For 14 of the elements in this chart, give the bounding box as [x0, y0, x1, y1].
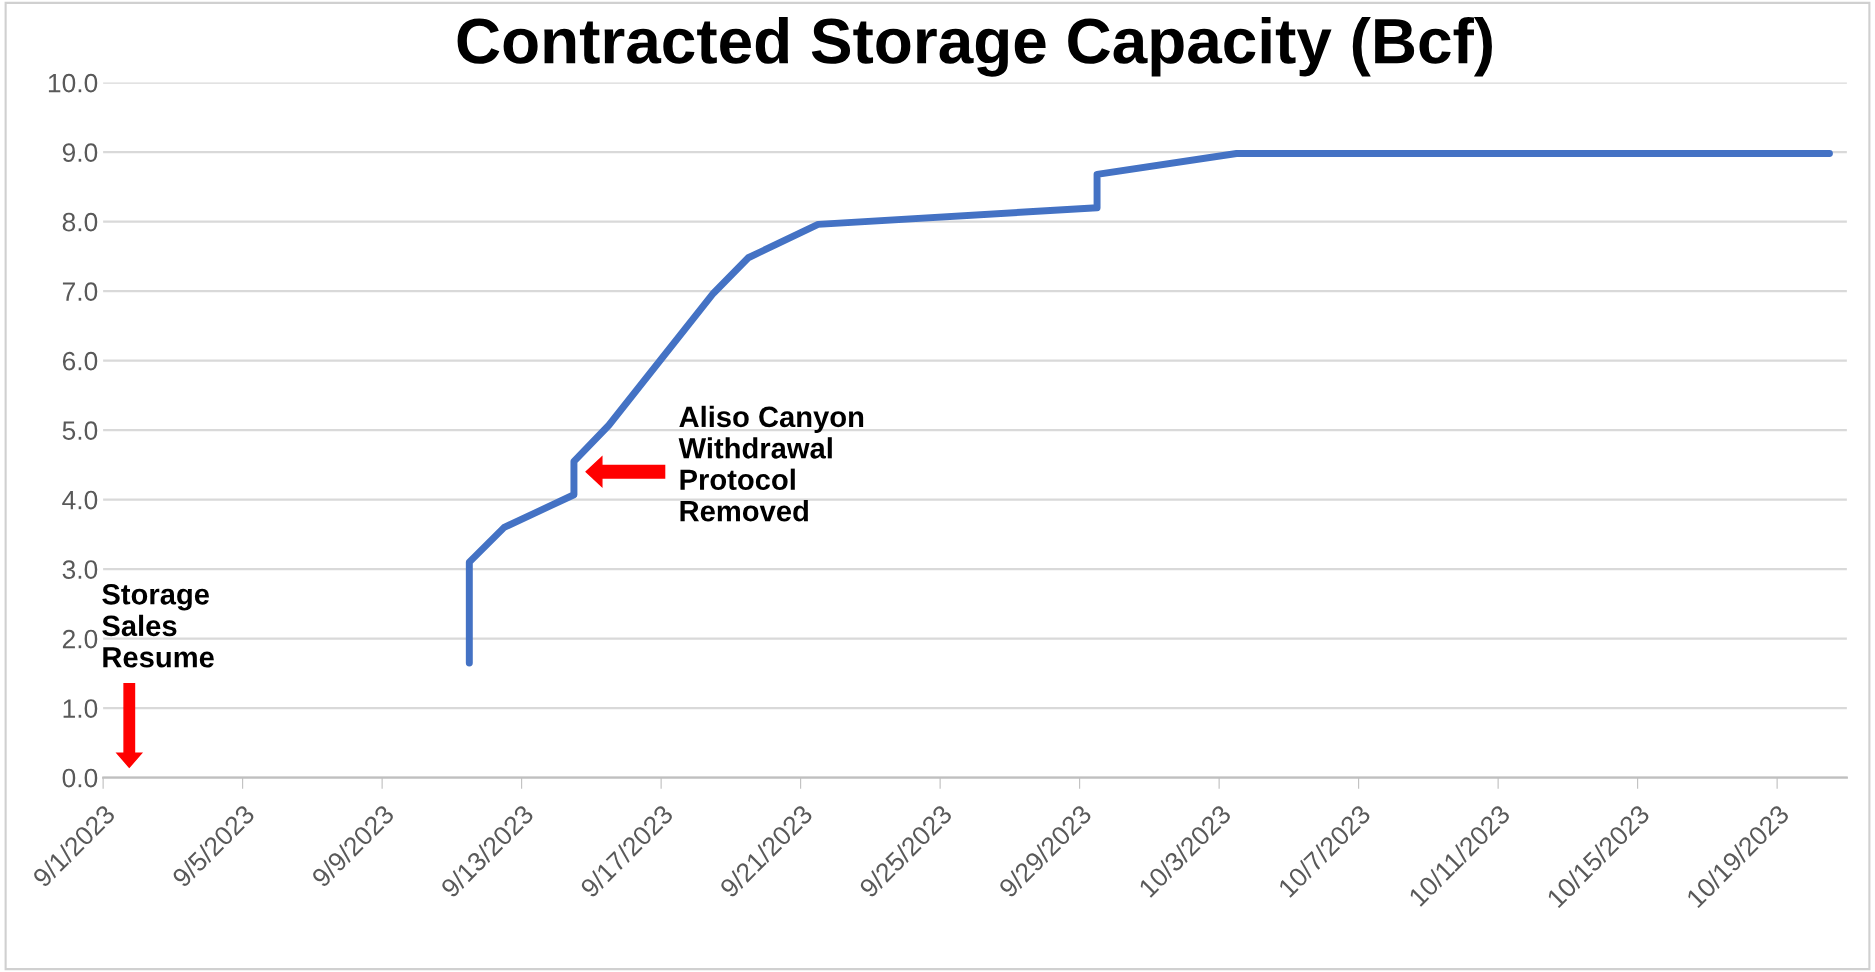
y-tick-label: 7.0 — [62, 282, 98, 301]
y-tick-label: 6.0 — [62, 351, 98, 371]
y-tick-label: 4.0 — [62, 490, 98, 510]
y-tick-label: 8.0 — [62, 212, 98, 232]
annotation: Storage Sales Resume — [102, 583, 214, 668]
y-tick-label: 2.0 — [62, 629, 98, 649]
y-tick-label: 0.0 — [62, 768, 98, 788]
y-tick-label: 1.0 — [63, 699, 98, 718]
y-tick-label: 10.0 — [48, 73, 98, 93]
y-tick-label: 5.0 — [62, 421, 98, 440]
y-tick-label: 9.0 — [62, 143, 98, 162]
annotation: Aliso Canyon Withdrawal Protocol Removed — [678, 405, 864, 522]
chart-title: Contracted Storage Capacity (Bcf) — [457, 16, 1492, 77]
y-tick-label: 3.0 — [62, 560, 98, 579]
